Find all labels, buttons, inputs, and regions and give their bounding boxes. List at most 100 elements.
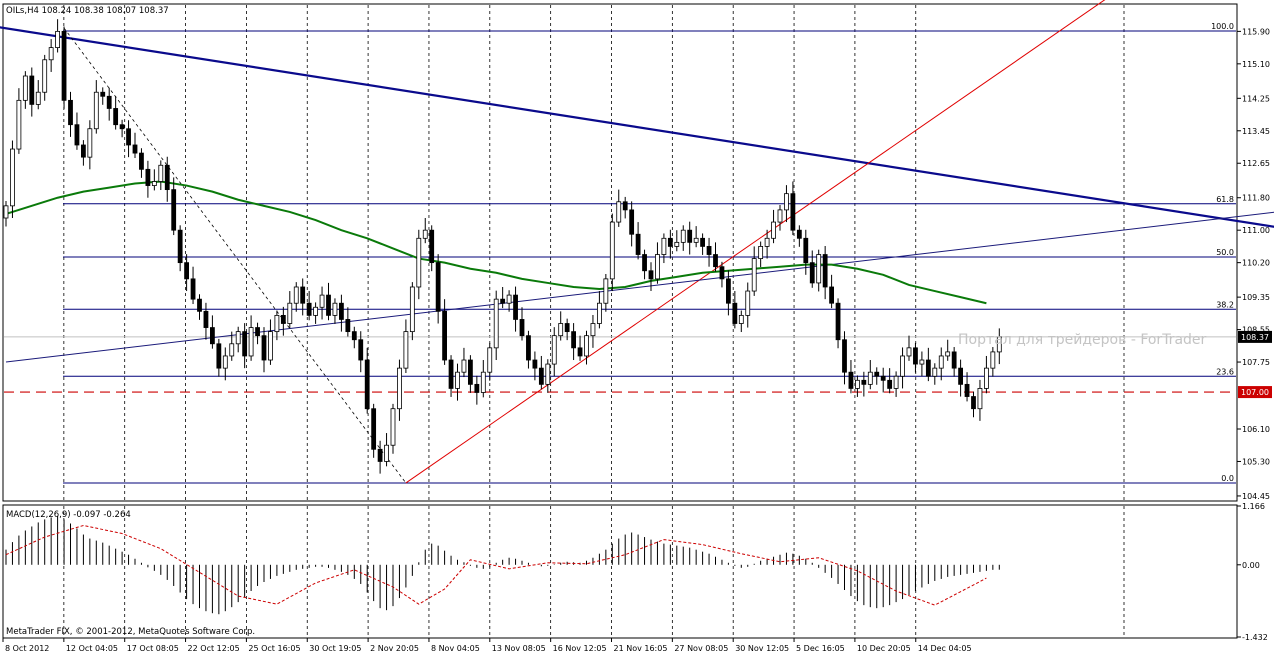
candle-body [867,371,873,385]
candle-body [351,331,357,341]
x-tick-label: 17 Oct 08:05 [127,644,179,653]
candle-body [687,229,693,243]
candle-body [248,327,254,357]
x-tick-label: 13 Nov 08:05 [492,644,546,653]
candle-body [616,201,622,223]
trendlines [0,0,1274,484]
candle-body [203,310,209,328]
y-tick-label: 114.25 [1242,94,1270,103]
candle-body [635,233,641,255]
candle-body [667,237,673,247]
candle-body [280,314,286,324]
candle-body [42,59,48,93]
candle-body [255,327,260,337]
candle-body [803,237,809,264]
candle-body [519,319,525,337]
x-tick-label: 14 Dec 04:05 [918,644,972,653]
candle-body [435,262,441,312]
candle-body [745,290,751,316]
candle-body [93,91,99,130]
candle-body [274,314,280,333]
candle-body [913,347,918,365]
candle-body [842,339,847,373]
y-tick-label: 110.20 [1242,259,1270,268]
candle-body [409,286,415,333]
macd-panel-frame [2,504,1238,639]
y-tick-label: 111.00 [1242,226,1270,235]
candle-body [661,237,667,255]
candle-body [455,371,460,389]
candle-body [642,254,647,272]
candle-body [880,375,886,381]
candle-body [680,229,686,243]
candle-body [480,371,486,393]
candle-body [622,201,628,211]
candle-body [416,237,422,288]
y-tick-label: 106.10 [1242,425,1270,434]
candle-body [106,95,112,109]
macd-y-tick-label: 1.166 [1242,502,1265,511]
candle-body [448,359,454,389]
candle-body [332,302,338,316]
candle-body [261,335,267,361]
candle-body [925,359,931,377]
macd-histogram [5,515,1000,615]
fib-level-label: 0.0 [1221,474,1234,483]
symbol-header: OILs,H4 108.24 108.38 108.07 108.37 [6,6,169,16]
candle-body [132,144,138,154]
candle-body [964,383,970,397]
candle-body [364,359,370,410]
candle-body [126,128,131,146]
candle-body [403,331,409,369]
candle-body [487,347,493,373]
candle-body [538,367,544,385]
candle-body [919,359,925,365]
watermark-text: Портал для трейдеров - ForTrader [958,332,1207,348]
y-tick-label: 109.35 [1242,293,1270,302]
price-axis: 115.90 115.10 114.25 113.45 112.65 111.80 111.… [1237,27,1272,642]
candle-body [990,351,996,369]
candle-body [526,335,531,361]
x-tick-label: 8 Nov 04:05 [431,644,480,653]
candle-body [951,351,957,369]
candle-body [377,448,383,462]
candle-body [197,298,202,312]
y-tick-label: 113.45 [1242,127,1270,136]
candle-body [235,331,241,345]
y-tick-label: 104.45 [1242,492,1270,501]
candle-body [171,189,177,231]
candle-body [784,193,789,211]
candle-body [597,302,602,324]
x-tick-label: 2 Nov 20:05 [370,644,419,653]
candle-body [313,306,319,316]
y-tick-label: 105.30 [1242,457,1270,466]
candle-body [222,355,228,369]
candle-body [3,205,9,219]
y-tick-label: 107.75 [1242,358,1270,367]
candle-body [945,351,951,357]
candle-body [900,355,905,377]
candle-body [287,302,293,324]
candle-body [397,367,402,410]
candle-body [938,355,944,369]
candle-body [835,302,841,341]
candle-body [958,367,963,385]
candle-body [977,388,983,410]
candle-body [48,47,54,61]
y-tick-label: 115.10 [1242,60,1270,69]
candle-body [10,148,15,207]
candle-body [713,254,718,268]
candle-body [906,347,912,357]
candle-body [177,229,183,264]
current-price-badge [1238,330,1272,343]
x-tick-label: 22 Oct 12:05 [188,644,240,653]
candle-body [603,278,609,304]
candle-body [751,258,757,292]
candle-body [984,367,989,389]
x-tick-label: 12 Oct 04:05 [66,644,118,653]
candle-body [113,108,119,126]
candle-body [971,396,976,410]
fib-level-label: 61.8 [1216,195,1234,204]
